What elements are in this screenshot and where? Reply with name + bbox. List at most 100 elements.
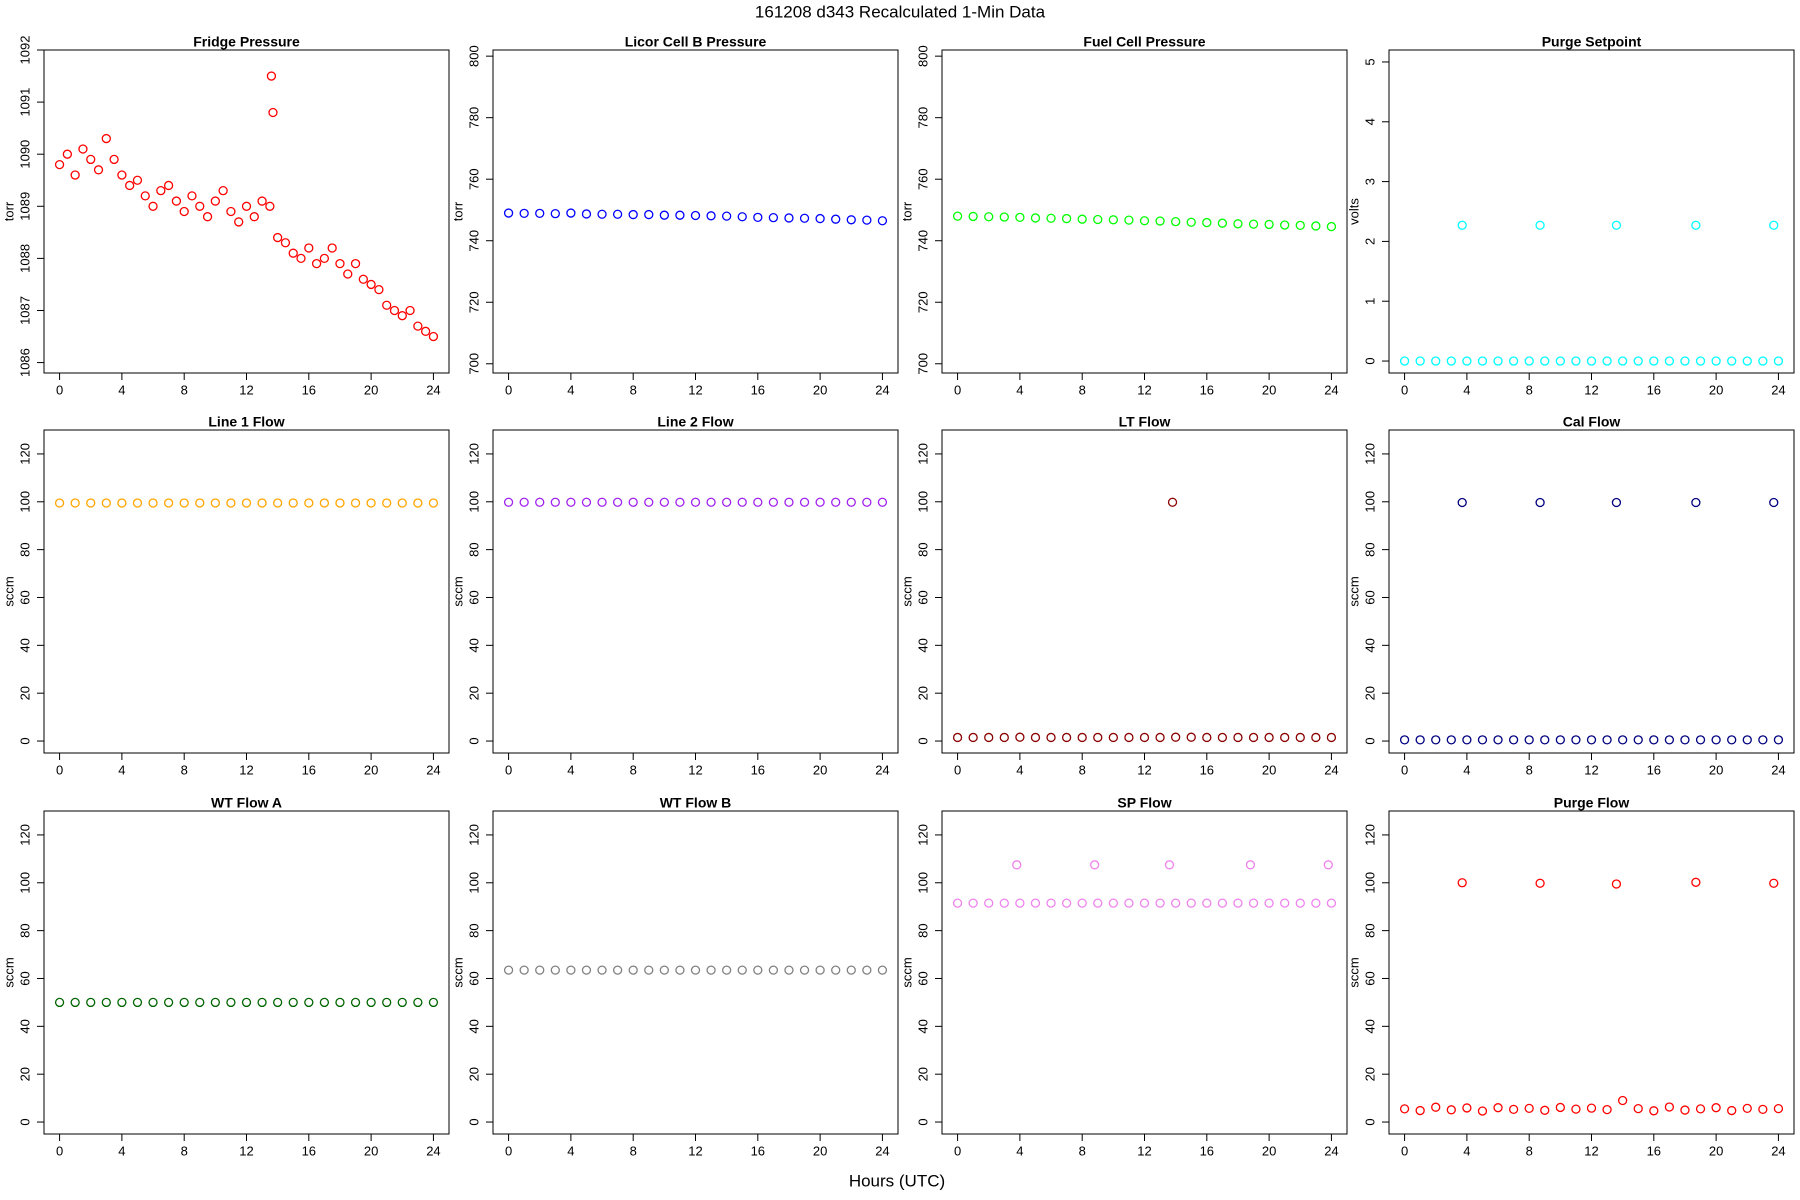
data-point [862,215,872,225]
data-point [846,497,856,507]
panel-title: LT Flow [1119,414,1171,430]
data-point [984,732,994,743]
y-tick-label: 780 [466,107,481,129]
data-point [519,497,529,507]
data-point [265,201,275,211]
x-tick-label: 24 [426,762,440,777]
y-tick-label: 760 [915,168,930,190]
x-tick-label: 16 [302,762,316,777]
y-tick-label: 20 [915,1067,930,1081]
x-tick-label: 12 [239,382,253,397]
data-point [1399,356,1410,366]
x-tick-label: 16 [1200,1143,1214,1158]
x-tick-label: 8 [181,762,188,777]
data-point [1217,898,1228,908]
y-tick-label: 4 [1362,118,1377,125]
y-tick-label: 1092 [17,36,32,65]
data-point [862,497,872,507]
panel-title: Purge Flow [1554,795,1630,811]
data-point [319,498,330,508]
data-point [1202,217,1212,228]
data-point [1217,732,1228,743]
data-point [722,211,732,221]
y-tick-label: 740 [466,230,481,252]
data-point [1524,356,1534,366]
data-point [1139,732,1150,743]
x-tick-label: 0 [56,382,63,397]
panel-title: Fridge Pressure [193,34,300,50]
data-point [1264,732,1274,743]
data-point [799,965,810,975]
data-point [1493,735,1503,745]
x-tick-label: 24 [1771,382,1785,397]
data-point [1540,1105,1550,1115]
data-point [101,997,111,1008]
data-point [784,965,794,975]
plot-frame [43,429,450,754]
data-point [109,154,119,165]
data-point [268,107,278,118]
x-tick-label: 16 [751,762,765,777]
data-point [148,498,158,508]
data-point [1742,735,1752,745]
y-tick-label: 0 [1362,737,1377,744]
y-tick-label: 40 [915,638,930,652]
x-tick-label: 12 [239,1143,253,1158]
data-point [1727,356,1737,366]
y-tick-label: 100 [915,872,930,894]
data-point [1155,216,1165,226]
x-tick-label: 24 [1324,382,1338,397]
x-tick-label: 16 [1647,762,1661,777]
panel-title: SP Flow [1117,795,1171,811]
data-point [1633,356,1643,366]
data-point [148,997,158,1008]
data-point [1664,356,1675,366]
data-point [86,997,96,1008]
data-point [296,253,306,264]
x-tick-label: 0 [954,762,961,777]
y-tick-label: 80 [915,542,930,556]
data-point [288,498,298,508]
y-tick-label: 100 [1362,872,1377,894]
data-point [1602,735,1612,745]
y-tick-label: 700 [915,353,930,375]
y-tick-label: 120 [17,824,32,846]
data-point [86,498,96,508]
data-point [1431,735,1441,745]
y-tick-label: 20 [466,686,481,700]
y-tick-label: 780 [915,107,930,129]
data-point [1061,732,1072,743]
data-point [1264,898,1274,908]
x-tick-label: 8 [630,1143,637,1158]
data-point [1477,1106,1488,1116]
data-point [428,997,439,1008]
data-point [1124,215,1134,225]
data-point [1524,1103,1534,1114]
data-point [535,965,545,975]
data-point [1649,735,1659,745]
data-point [1680,1105,1690,1115]
data-point [1108,898,1118,908]
data-point [226,206,236,217]
data-point [1167,497,1178,507]
data-point [163,498,174,508]
x-tick-label: 24 [875,1143,889,1158]
data-point [1186,898,1196,908]
data-point [1155,898,1165,908]
data-point [1202,732,1212,743]
data-point [187,191,197,201]
y-tick-label: 40 [466,1019,481,1033]
y-tick-label: 1088 [17,244,32,273]
data-point [1571,356,1581,366]
y-tick-label: 80 [1362,542,1377,556]
x-tick-label: 8 [1526,382,1533,397]
data-point [737,497,747,507]
data-point [358,274,368,284]
data-point [535,497,545,507]
data-point [1602,1104,1612,1115]
data-point [581,497,592,507]
y-tick-label: 700 [466,353,481,375]
data-point [1680,735,1690,745]
data-point [519,965,529,975]
y-tick-label: 100 [1362,491,1377,513]
